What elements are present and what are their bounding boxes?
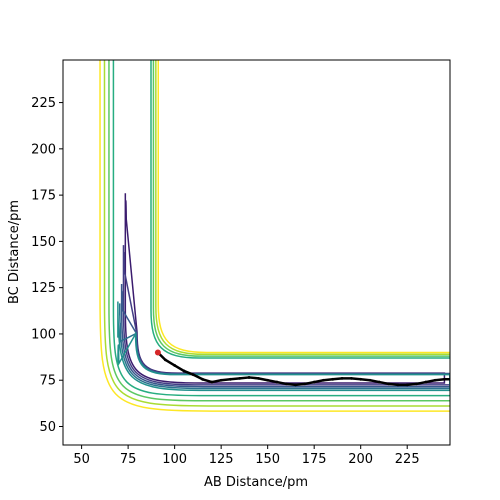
- trajectory-point: [340, 376, 344, 380]
- trajectory-point: [387, 382, 391, 386]
- y-tick-label: 150: [31, 235, 56, 250]
- y-axis-label: BC Distance/pm: [7, 200, 22, 304]
- trajectory-point: [322, 378, 325, 382]
- x-tick-label: 100: [162, 452, 187, 467]
- x-tick-label: 75: [120, 452, 137, 467]
- trajectory-point: [294, 383, 297, 387]
- trajectory-point: [312, 380, 316, 384]
- y-tick-label: 200: [31, 142, 56, 157]
- x-axis-label: AB Distance/pm: [204, 475, 308, 490]
- x-tick-label: 200: [348, 452, 373, 467]
- trajectory-point: [238, 376, 242, 380]
- trajectory-point: [377, 380, 381, 384]
- trajectory-point: [256, 376, 260, 380]
- contour-line-level-6: [112, 60, 450, 397]
- trajectory-point: [405, 383, 409, 387]
- x-tick-label: 150: [255, 452, 280, 467]
- y-tick-label: 175: [31, 189, 56, 204]
- plot-frame: [62, 59, 451, 446]
- contour-line-level-6-upper: [150, 60, 450, 359]
- contour-line-level-8-upper: [155, 60, 450, 356]
- trajectory-point: [163, 358, 167, 362]
- trajectory-point: [182, 369, 186, 373]
- contour-line-level-7: [108, 60, 450, 402]
- trajectory-point: [424, 380, 428, 384]
- trajectory-point: [368, 378, 372, 382]
- trajectory-point: [396, 383, 400, 387]
- x-tick-label: 125: [209, 452, 234, 467]
- x-tick-label: 50: [73, 452, 90, 467]
- contour-line-level-9: [99, 60, 450, 412]
- trajectory-layer: [154, 349, 450, 387]
- x-axis-ticks: 50 75 100 125 150 175 200 225: [73, 445, 420, 467]
- trajectory-point: [219, 378, 223, 382]
- trajectory-point: [266, 378, 270, 382]
- contour-line-level-5: [117, 301, 450, 392]
- y-axis-ticks: 50 75 100 125 150 175 200 225: [31, 96, 63, 435]
- trajectory-point: [433, 378, 437, 382]
- y-tick-label: 225: [31, 96, 56, 111]
- y-tick-label: 100: [31, 327, 56, 342]
- x-tick-label: 225: [395, 452, 420, 467]
- contour-line-level-7-upper: [152, 60, 450, 357]
- y-tick-label: 75: [39, 374, 56, 389]
- contour-lines: [99, 60, 450, 412]
- start-point-marker: [154, 349, 161, 356]
- trajectory-point: [275, 380, 279, 384]
- trajectory-point: [210, 380, 214, 384]
- trajectory-point: [415, 382, 418, 386]
- x-tick-label: 175: [302, 452, 327, 467]
- trajectory-point: [229, 377, 232, 381]
- trajectory-point: [247, 376, 251, 379]
- trajectory-point: [173, 364, 177, 367]
- trajectory-point: [331, 377, 335, 381]
- trajectory-point: [359, 377, 363, 381]
- y-tick-label: 125: [31, 281, 56, 296]
- trajectory-point: [443, 377, 446, 381]
- contour-line-level-8: [103, 60, 450, 407]
- y-tick-label: 50: [39, 420, 56, 435]
- trajectory-point: [201, 377, 204, 381]
- trajectory-point: [349, 376, 353, 380]
- contour-line-level-9-upper: [157, 60, 450, 354]
- trajectory-point: [303, 382, 307, 386]
- trajectory-point: [191, 373, 195, 377]
- trajectory-point: [284, 382, 288, 386]
